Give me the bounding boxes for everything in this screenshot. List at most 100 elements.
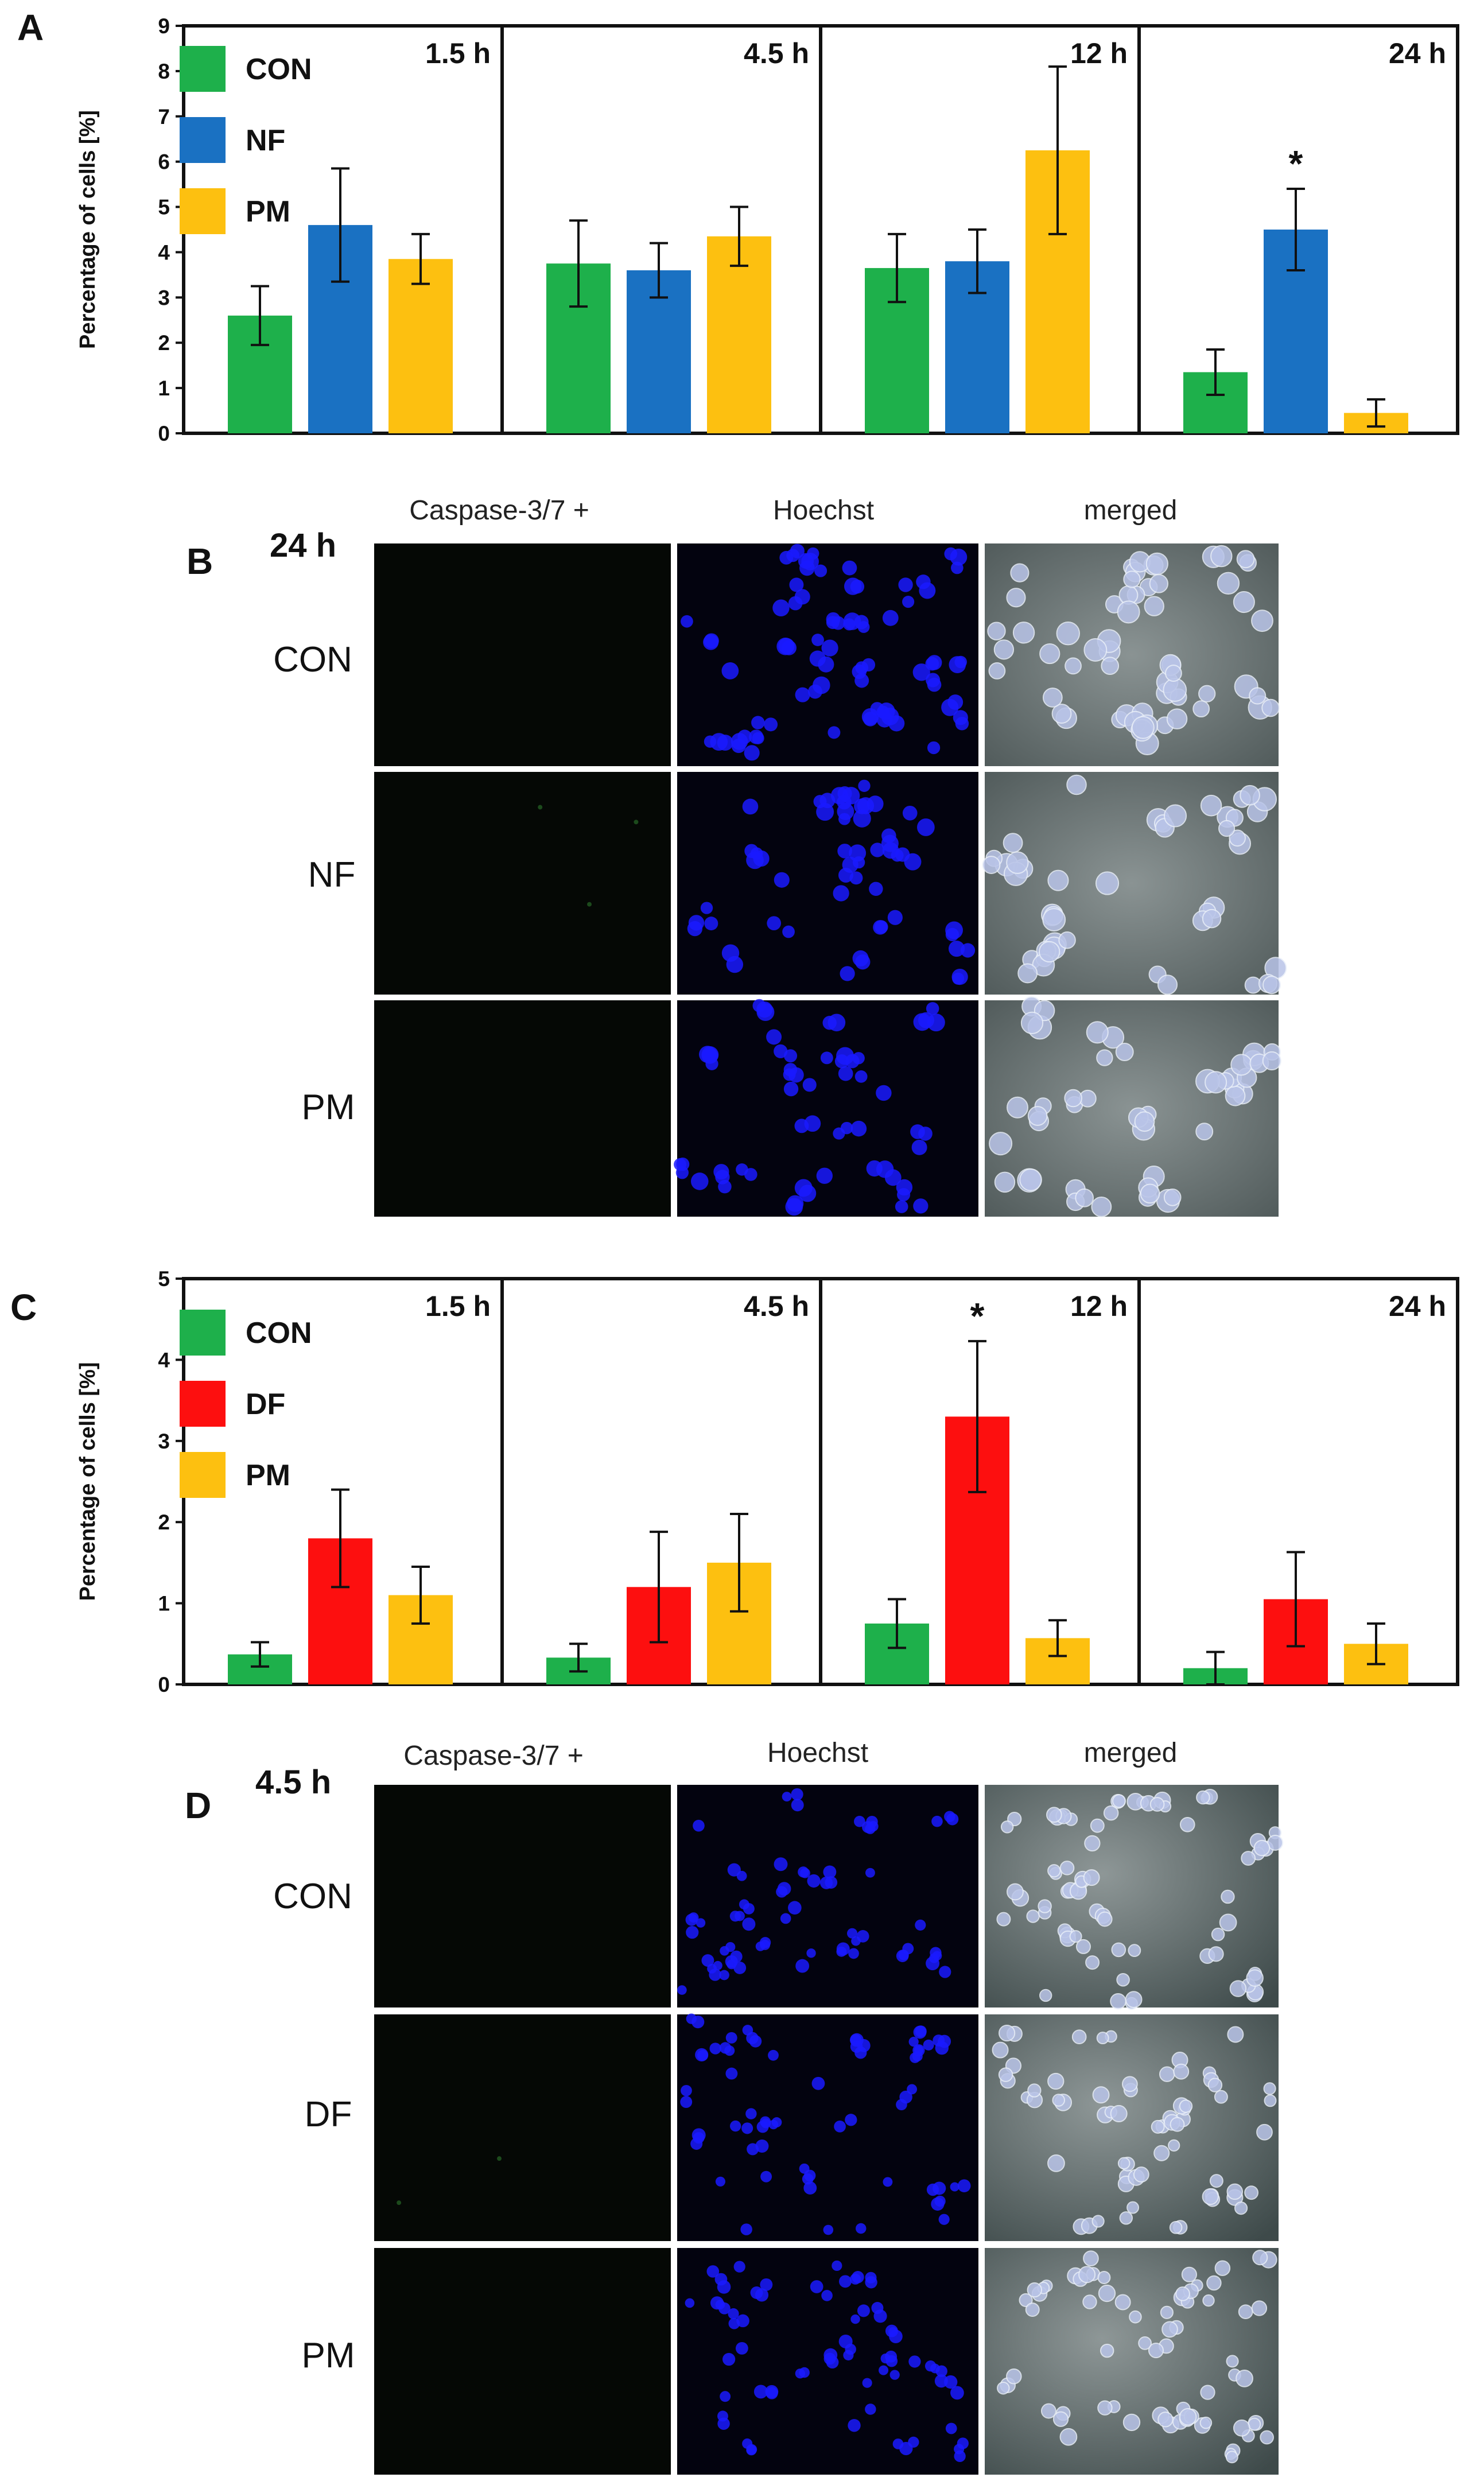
cell (1256, 2123, 1273, 2141)
nucleus (760, 2116, 771, 2127)
cell (1168, 2139, 1180, 2152)
column-header-merged: merged (1084, 495, 1178, 526)
nucleus (774, 872, 790, 888)
nucleus (713, 1960, 722, 1970)
cell (999, 2024, 1016, 2042)
cell (987, 622, 1006, 640)
nucleus (749, 2035, 762, 2048)
nucleus (727, 1863, 741, 1877)
nucleus (783, 1049, 798, 1063)
cell (1007, 1883, 1024, 1901)
nucleus (783, 1068, 796, 1081)
cell (1195, 1123, 1214, 1141)
nucleus (854, 1816, 865, 1827)
y-tick-label: 8 (158, 60, 170, 83)
nucleus (774, 1857, 788, 1871)
column-header-caspase: Caspase-3/7 + (409, 495, 589, 526)
nucleus (794, 1119, 809, 1133)
nucleus (768, 2119, 779, 2130)
cell (1206, 2275, 1222, 2291)
cell (1116, 1972, 1130, 1987)
time-label-d: 4.5 h (255, 1764, 331, 1801)
nucleus (898, 577, 913, 592)
cell (1125, 1991, 1143, 2008)
cell (1059, 1861, 1075, 1876)
cell (1144, 596, 1164, 616)
cell (1244, 2185, 1259, 2200)
nuclei-layer (680, 2013, 971, 2235)
nucleus (681, 615, 693, 628)
cell (1229, 829, 1246, 847)
nucleus (802, 1078, 817, 1092)
nucleus (764, 717, 778, 732)
nuclei-layer (677, 1788, 959, 1995)
cells-layer (992, 2024, 1277, 2235)
nucleus (742, 2025, 753, 2036)
nucleus (704, 917, 718, 931)
nucleus (778, 638, 795, 654)
cell (1095, 871, 1120, 895)
nucleus (911, 1139, 927, 1155)
cell (1218, 820, 1236, 837)
nucleus (798, 553, 814, 569)
cell (1052, 2094, 1066, 2107)
nucleus (950, 2386, 964, 2400)
nucleus (696, 1918, 706, 1928)
nucleus (783, 1081, 799, 1097)
cell (1122, 2413, 1141, 2432)
nucleus (839, 2275, 852, 2288)
nucleus (858, 779, 871, 792)
nucleus (767, 916, 782, 931)
legend-label: NF (246, 124, 285, 157)
cell (1098, 2284, 1116, 2302)
nucleus (848, 1948, 859, 1959)
nucleus (865, 2276, 877, 2289)
legend-swatch (180, 1310, 226, 1356)
hoechst-image (677, 1785, 978, 2007)
bar (389, 259, 453, 433)
nucleus (755, 2139, 769, 2153)
nucleus (816, 1167, 833, 1184)
nucleus (721, 662, 739, 679)
cell (1123, 570, 1141, 588)
column-header-hoechst-d: Hoechst (767, 1738, 868, 1768)
nucleus (957, 2179, 971, 2193)
cell (1121, 2076, 1138, 2092)
nucleus (828, 726, 841, 739)
cell (1196, 1790, 1210, 1805)
time-label-b: 24 h (270, 527, 336, 564)
cell (1075, 1939, 1091, 1954)
nucleus (904, 853, 922, 871)
cell (1249, 687, 1267, 705)
cells-layer (989, 996, 1281, 1217)
nucleus (725, 1942, 736, 1952)
caspase-image (374, 2014, 671, 2241)
cell (1236, 2369, 1253, 2387)
nucleus (809, 650, 826, 667)
nucleus (954, 655, 967, 669)
cell (1262, 976, 1281, 995)
cell (1082, 2294, 1097, 2309)
row-label-b-pm: PM (302, 1088, 355, 1127)
nucleus (939, 1966, 951, 1978)
cell (1161, 2321, 1178, 2338)
nucleus (870, 842, 885, 857)
cell (1019, 2293, 1033, 2307)
cell (1149, 574, 1168, 593)
nucleus (790, 543, 805, 558)
legend-swatch (180, 1381, 226, 1427)
nucleus (688, 1912, 699, 1923)
timepoint-label: 24 h (1389, 1290, 1446, 1322)
legend-label: CON (246, 1317, 312, 1350)
nucleus (686, 1925, 699, 1939)
row-label-d-df: DF (305, 2095, 352, 2134)
nucleus (944, 2375, 958, 2389)
nucleus (840, 966, 855, 981)
cell (1263, 2082, 1276, 2095)
timepoint-label: 12 h (1070, 37, 1128, 69)
cell (1241, 1851, 1256, 1866)
nucleus (766, 2387, 778, 2399)
nuclei-layer (687, 779, 976, 985)
nucleus (838, 1066, 853, 1081)
nucleus (799, 1185, 817, 1202)
